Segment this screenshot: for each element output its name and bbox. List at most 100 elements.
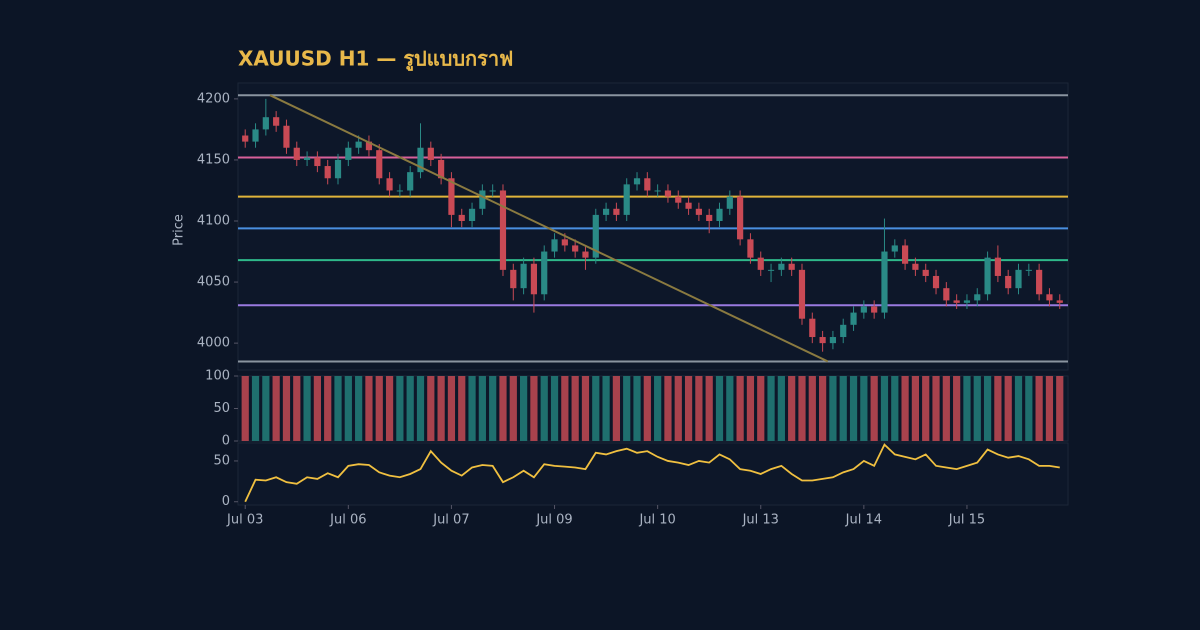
- bar: [911, 376, 920, 441]
- bar: [313, 376, 321, 441]
- bar: [458, 376, 466, 441]
- bar: [478, 376, 486, 441]
- candle-body: [561, 239, 568, 246]
- bar: [282, 376, 291, 441]
- candle-body: [902, 245, 909, 264]
- candle-body: [510, 269, 517, 289]
- bar: [664, 376, 672, 441]
- y-tick-label: 4100: [197, 214, 230, 229]
- y-tick-label: 0: [222, 494, 230, 509]
- candle-body: [376, 150, 383, 179]
- candle-body: [499, 190, 507, 270]
- candle-body: [840, 324, 847, 338]
- candle-body: [314, 157, 321, 167]
- candle-body: [644, 178, 651, 191]
- bar: [973, 376, 981, 441]
- bar: [880, 376, 889, 441]
- y-tick-label: 4200: [197, 91, 230, 106]
- candle-body: [1025, 269, 1032, 271]
- x-tick-label: Jul 15: [948, 513, 985, 528]
- y-tick-label: 4000: [197, 336, 230, 351]
- bar: [293, 376, 301, 441]
- y-tick-label: 100: [205, 369, 230, 384]
- price-panel: [237, 82, 1069, 371]
- bar: [519, 376, 528, 441]
- bar: [633, 376, 641, 441]
- candle-body: [572, 245, 579, 252]
- bar: [365, 376, 373, 441]
- bar: [530, 376, 538, 441]
- candle-body: [798, 269, 806, 319]
- candle-body: [479, 190, 486, 209]
- bar: [736, 376, 744, 441]
- bar: [860, 376, 868, 441]
- candle-body: [262, 117, 269, 130]
- bar: [1035, 376, 1043, 441]
- y-tick-label: 50: [213, 453, 230, 468]
- candle-body: [829, 337, 837, 344]
- candle-body: [252, 129, 259, 142]
- bar: [447, 376, 456, 441]
- bar: [1014, 376, 1023, 441]
- bar: [396, 376, 404, 441]
- candle-body: [1005, 275, 1012, 289]
- candle-body: [448, 178, 455, 215]
- bar: [1056, 376, 1064, 441]
- candle-body: [489, 190, 496, 192]
- bar: [922, 376, 930, 441]
- y-axis-label: Price: [172, 214, 187, 246]
- candle-body: [1056, 300, 1063, 303]
- bar: [375, 376, 383, 441]
- bar: [334, 376, 342, 441]
- candle-body: [912, 263, 919, 270]
- candle-body: [407, 172, 414, 191]
- candle-body: [943, 288, 950, 301]
- bar: [612, 376, 621, 441]
- bar: [1004, 376, 1012, 441]
- candle-body: [1046, 294, 1053, 301]
- candle-body: [747, 239, 754, 258]
- candle-body: [871, 306, 878, 313]
- bar: [788, 376, 796, 441]
- candle-body: [1015, 269, 1022, 289]
- bar: [870, 376, 878, 441]
- bar: [550, 376, 559, 441]
- candle-body: [953, 300, 960, 303]
- bar: [808, 376, 816, 441]
- candle-body: [664, 190, 672, 197]
- bar: [427, 376, 435, 441]
- y-tick-label: 0: [222, 434, 230, 449]
- indicator-line: [244, 443, 1060, 503]
- candle-body: [922, 269, 929, 276]
- bar: [272, 376, 280, 441]
- candle-body: [438, 159, 445, 179]
- bar: [746, 376, 755, 441]
- candle-body: [788, 263, 795, 270]
- candle-body: [881, 251, 888, 313]
- candle-body: [365, 141, 373, 151]
- candle-body: [633, 178, 641, 185]
- x-tick-label: Jul 06: [329, 513, 366, 528]
- bar: [581, 376, 590, 441]
- bar: [705, 376, 713, 441]
- bar: [355, 376, 363, 441]
- bar: [983, 376, 992, 441]
- candle-body: [932, 275, 940, 289]
- bar: [262, 376, 270, 441]
- bar: [849, 376, 858, 441]
- bar: [674, 376, 682, 441]
- bar: [715, 376, 724, 441]
- bar: [561, 376, 569, 441]
- candle-body: [530, 263, 538, 295]
- bar: [819, 376, 827, 441]
- bar: [829, 376, 837, 441]
- y-tick-label: 4050: [197, 275, 230, 290]
- bar: [726, 376, 734, 441]
- bar: [509, 376, 517, 441]
- y-tick-label: 4150: [197, 152, 230, 167]
- candle-body: [767, 269, 775, 271]
- bar: [798, 376, 806, 441]
- candle-body: [819, 337, 826, 344]
- candle-body: [582, 251, 589, 258]
- line-panel: [237, 442, 1069, 506]
